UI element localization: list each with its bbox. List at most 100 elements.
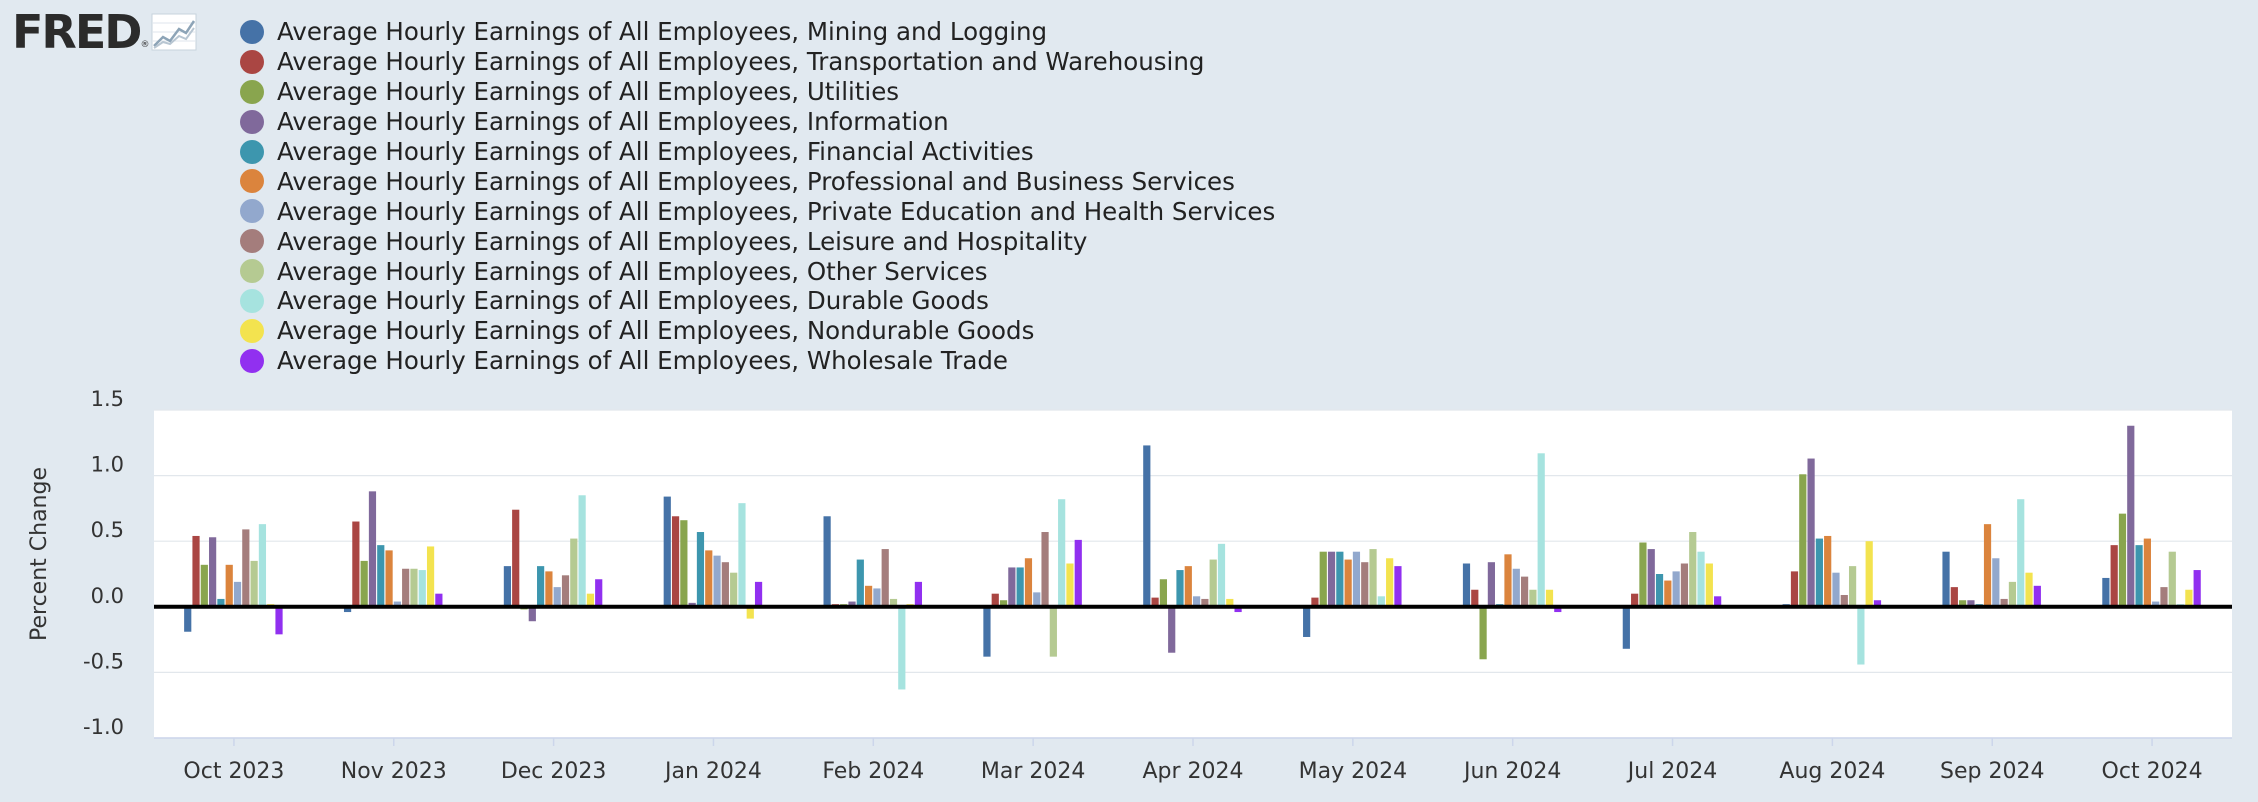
bar: [721, 562, 729, 607]
bar: [570, 538, 578, 607]
bar: [1992, 558, 2000, 607]
bar: [1176, 570, 1184, 607]
bar: [1234, 606, 1242, 613]
legend-item[interactable]: Average Hourly Earnings of All Employees…: [240, 47, 1275, 77]
bar: [1143, 445, 1151, 607]
bar: [1815, 538, 1823, 607]
bar: [2118, 513, 2127, 607]
bar: [671, 516, 680, 607]
legend-item[interactable]: Average Hourly Earnings of All Employees…: [240, 286, 1275, 316]
bar: [1647, 549, 1655, 607]
legend-label: Average Hourly Earnings of All Employees…: [277, 17, 1048, 47]
x-tick-label: Nov 2023: [341, 759, 447, 784]
bar: [2110, 545, 2118, 607]
bar: [1848, 566, 1857, 607]
bar: [2135, 545, 2143, 607]
bar: [1201, 598, 1209, 607]
legend-label: Average Hourly Earnings of All Employees…: [277, 346, 1008, 376]
bar: [512, 509, 520, 607]
bar: [393, 601, 401, 607]
bar: [1622, 606, 1630, 649]
bar: [865, 585, 873, 607]
bar: [410, 568, 418, 607]
legend-item[interactable]: Average Hourly Earnings of All Employees…: [240, 196, 1275, 226]
bar: [1639, 542, 1647, 607]
legend-item[interactable]: Average Hourly Earnings of All Employees…: [240, 107, 1275, 137]
bar: [2193, 570, 2201, 607]
bar: [738, 503, 746, 607]
bar: [553, 587, 561, 607]
legend-label: Average Hourly Earnings of All Employees…: [277, 196, 1276, 226]
registered-mark: ®: [140, 40, 150, 50]
legend-label: Average Hourly Earnings of All Employees…: [277, 107, 949, 137]
y-tick-label: 0.5: [91, 518, 124, 542]
legend-item[interactable]: Average Hourly Earnings of All Employees…: [240, 316, 1275, 346]
bar: [1336, 551, 1344, 607]
bar: [1033, 592, 1041, 607]
bar: [1352, 551, 1361, 607]
x-tick-label: Feb 2024: [822, 759, 924, 784]
bar: [1529, 589, 1537, 607]
bar: [200, 564, 208, 607]
bar: [503, 566, 512, 607]
bar: [545, 571, 553, 607]
bar: [435, 593, 443, 607]
legend-item[interactable]: Average Hourly Earnings of All Employees…: [240, 256, 1275, 286]
bar: [754, 581, 763, 607]
bar: [1327, 551, 1336, 607]
bar: [713, 555, 721, 607]
y-axis-title: Percent Change: [27, 467, 52, 641]
bar: [1655, 574, 1664, 607]
x-tick-label: Sep 2024: [1940, 759, 2044, 784]
x-tick-label: May 2024: [1299, 759, 1407, 784]
x-tick-label: Dec 2023: [501, 759, 607, 784]
bar: [1824, 535, 1832, 607]
bar: [242, 529, 250, 607]
x-tick-label: Jun 2024: [1462, 759, 1561, 784]
bar: [1008, 567, 1016, 607]
line-graph-icon: [151, 13, 197, 51]
bar: [1545, 589, 1554, 607]
y-tick-label: -0.5: [83, 649, 124, 673]
x-tick-label: Jan 2024: [663, 759, 762, 784]
legend-item[interactable]: Average Hourly Earnings of All Employees…: [240, 137, 1275, 167]
legend-item[interactable]: Average Hourly Earnings of All Employees…: [240, 17, 1275, 47]
bar: [250, 560, 258, 607]
bar: [663, 496, 671, 607]
legend-item[interactable]: Average Hourly Earnings of All Employees…: [240, 226, 1275, 256]
bar: [983, 606, 991, 657]
bar: [1967, 600, 1975, 607]
bar: [1631, 593, 1639, 607]
bar: [1303, 606, 1311, 637]
legend-item[interactable]: Average Hourly Earnings of All Employees…: [240, 346, 1275, 376]
bar: [856, 559, 864, 607]
bar: [368, 491, 377, 607]
bar: [343, 606, 352, 613]
bar: [1857, 606, 1865, 665]
bar: [1487, 562, 1495, 607]
bar: [418, 570, 426, 607]
x-tick-label: Oct 2024: [2102, 759, 2203, 784]
bar: [1942, 551, 1950, 607]
x-tick-label: Mar 2024: [981, 759, 1086, 784]
bar: [1865, 541, 1873, 607]
x-tick-label: Jul 2024: [1626, 759, 1718, 784]
chart-legend: Average Hourly Earnings of All Employees…: [240, 17, 1275, 376]
bar: [1074, 539, 1082, 607]
bar: [1689, 532, 1697, 607]
bar: [1311, 597, 1319, 607]
legend-marker: [240, 288, 264, 313]
bar: [2017, 499, 2025, 607]
bar: [746, 606, 754, 619]
bar: [1168, 606, 1176, 653]
bar: [889, 598, 898, 607]
bar: [1504, 554, 1512, 607]
bar: [1672, 571, 1680, 607]
legend-marker: [240, 199, 264, 224]
fred-logo[interactable]: FRED ®: [12, 6, 197, 58]
bar: [1807, 458, 1815, 607]
legend-item[interactable]: Average Hourly Earnings of All Employees…: [240, 77, 1275, 107]
legend-item[interactable]: Average Hourly Earnings of All Employees…: [240, 166, 1275, 196]
bar: [184, 606, 192, 632]
legend-marker: [240, 348, 264, 373]
